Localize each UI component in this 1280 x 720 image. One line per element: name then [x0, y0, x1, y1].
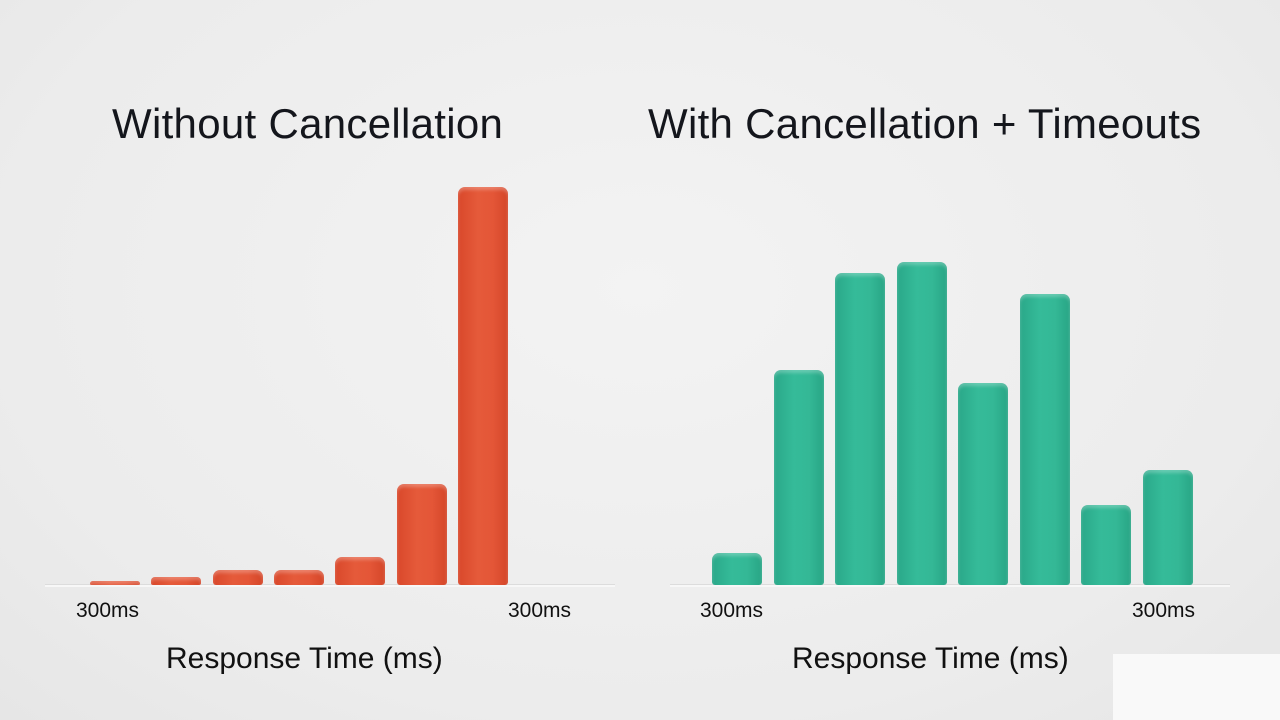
left-baseline — [45, 585, 615, 587]
bar — [396, 484, 447, 585]
right-tick-end: 300ms — [1132, 599, 1196, 622]
bar — [1019, 294, 1070, 585]
left-tick-start: 300ms — [76, 599, 140, 622]
blank-patch — [1113, 654, 1280, 720]
right-chart-title: With Cancellation + Timeouts — [648, 100, 1202, 147]
bar — [151, 577, 202, 585]
bar — [896, 262, 947, 585]
bar — [1142, 470, 1193, 585]
bar — [712, 553, 762, 585]
bar — [212, 570, 263, 585]
bar — [273, 570, 324, 585]
bar — [773, 370, 824, 585]
right-x-axis-label: Response Time (ms) — [792, 642, 1069, 675]
bar — [457, 187, 508, 585]
bar — [958, 383, 1008, 585]
left-chart-title: Without Cancellation — [112, 100, 504, 147]
right-baseline — [670, 585, 1230, 587]
right-tick-start: 300ms — [700, 599, 764, 622]
bar — [835, 273, 885, 585]
bar — [335, 557, 386, 585]
left-tick-end: 300ms — [508, 599, 572, 622]
bar — [1081, 505, 1131, 585]
bar — [90, 581, 140, 585]
left-x-axis-label: Response Time (ms) — [166, 642, 443, 675]
